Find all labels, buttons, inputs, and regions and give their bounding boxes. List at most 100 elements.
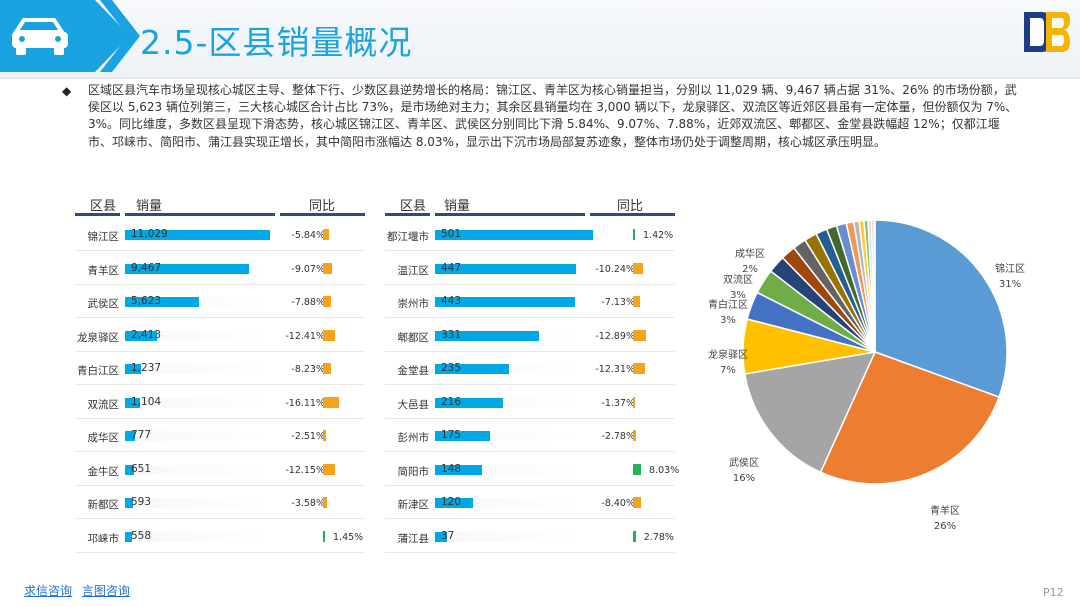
row-divider <box>385 283 675 285</box>
pie-slice <box>743 351 877 474</box>
yoy-bar-negative <box>323 363 332 374</box>
pie-label-percent: 7% <box>720 365 736 376</box>
header-volume: 销量 <box>136 199 163 214</box>
district-name: 崇州市 <box>397 298 430 310</box>
row-divider <box>75 350 365 352</box>
brand-logo-icon <box>1024 12 1070 52</box>
header: 2.5-区县销量概况 <box>0 0 1080 79</box>
pie-label-name: 龙泉驿区 <box>708 348 748 361</box>
pie-label-percent: 31% <box>999 279 1021 290</box>
volume-bar <box>125 297 199 307</box>
row-divider <box>75 250 365 251</box>
table-row: 新都区 593 -3.58% <box>75 486 365 519</box>
volume-value: 777 <box>131 429 152 441</box>
footer-link-1[interactable]: 求信咨询 <box>24 584 73 598</box>
header-yoy: 同比 <box>617 199 644 214</box>
volume-bar <box>435 431 491 441</box>
yoy-value: 2.78% <box>643 531 674 543</box>
pie-label-name: 锦江区 <box>995 262 1025 275</box>
pie-label-percent: 16% <box>733 473 755 484</box>
district-name: 龙泉驿区 <box>77 331 119 344</box>
yoy-bar-negative <box>633 396 635 408</box>
volume-value: 443 <box>441 295 462 307</box>
table-row: 邛崃市 558 1.45% <box>75 520 365 553</box>
header-underline <box>385 213 430 216</box>
pie-label-percent: 26% <box>934 521 956 532</box>
district-name: 武侯区 <box>87 298 120 310</box>
district-name: 成华区 <box>87 432 120 444</box>
yoy-bar-negative <box>633 296 641 307</box>
table-row: 青羊区 9,467 -9.07% <box>75 252 365 285</box>
header-underline <box>435 213 585 216</box>
summary-paragraph: 区域区县汽车市场呈现核心城区主导、整体下行、少数区县逆势增长的格局：锦江区、青羊… <box>88 83 1018 149</box>
header-underline <box>590 213 675 216</box>
district-name: 邛崃市 <box>87 532 120 545</box>
volume-value: 9,467 <box>131 261 162 274</box>
yoy-bar-negative <box>633 262 644 274</box>
row-divider <box>385 484 675 486</box>
volume-bar-track <box>435 431 580 441</box>
table-row: 金牛区 651 -12.15% <box>75 453 365 486</box>
volume-bar <box>435 297 575 307</box>
district-name: 青白江区 <box>77 365 119 377</box>
volume-bar <box>125 230 270 240</box>
volume-value: 5,623 <box>131 295 162 307</box>
yoy-value: 8.03% <box>649 464 680 476</box>
row-divider <box>385 417 675 419</box>
yoy-value: -7.88% <box>291 297 325 308</box>
yoy-value: -2.78% <box>601 431 635 442</box>
volume-value: 216 <box>441 395 462 408</box>
volume-bar <box>125 498 133 508</box>
yoy-bar-negative <box>323 296 331 307</box>
row-divider <box>75 283 365 285</box>
district-name: 青羊区 <box>87 264 120 277</box>
volume-bar <box>125 531 133 542</box>
volume-value: 2,413 <box>131 328 162 341</box>
table-row: 成华区 777 -2.51% <box>75 419 365 452</box>
car-icon <box>12 18 68 55</box>
pie-slice <box>874 220 1008 399</box>
yoy-bar-positive <box>633 463 642 475</box>
yoy-value: -12.31% <box>595 364 635 375</box>
yoy-value: -12.15% <box>285 464 325 476</box>
volume-bar <box>435 230 594 240</box>
yoy-bar-negative <box>323 463 336 475</box>
yoy-bar-negative <box>633 497 642 508</box>
table-row: 锦江区 11,029 -5.84% <box>75 218 365 251</box>
yoy-value: -1.37% <box>601 397 635 409</box>
district-name: 双流区 <box>87 398 120 411</box>
district-name: 简阳市 <box>397 465 430 478</box>
yoy-bar-negative <box>323 329 336 341</box>
yoy-value: -3.58% <box>291 498 325 509</box>
pie-label-name: 成华区 <box>735 247 765 260</box>
footer-link-2[interactable]: 言图咨询 <box>81 584 130 598</box>
table-row: 金堂县 235 -12.31% <box>385 352 675 385</box>
yoy-bar-positive <box>633 229 635 240</box>
district-name: 金牛区 <box>87 465 120 478</box>
volume-bar-track <box>435 531 580 542</box>
table-row: 蒲江县 37 2.78% <box>385 520 675 553</box>
yoy-bar-negative <box>323 497 327 508</box>
table-row: 温江区 447 -10.24% <box>385 252 675 285</box>
district-name: 金堂县 <box>397 365 430 377</box>
volume-bar <box>125 364 142 374</box>
volume-bar <box>435 364 510 374</box>
header-underline <box>280 213 365 216</box>
volume-bar-track <box>125 397 270 408</box>
yoy-bar-negative <box>323 396 340 408</box>
pie-slice <box>873 220 876 353</box>
pie-label-name: 青白江区 <box>708 298 748 311</box>
volume-value: 37 <box>441 529 455 542</box>
volume-bar-track <box>125 464 270 475</box>
table-row: 双流区 1,104 -16.11% <box>75 386 365 419</box>
yoy-value: -8.23% <box>291 364 325 375</box>
yoy-bar-negative <box>323 262 333 274</box>
district-name: 新津区 <box>397 499 430 511</box>
yoy-value: -5.84% <box>291 230 325 241</box>
header-district: 区县 <box>90 199 117 214</box>
row-divider <box>385 551 675 553</box>
header-underline <box>125 213 275 216</box>
volume-bar-track <box>435 397 580 408</box>
row-divider <box>385 518 675 519</box>
